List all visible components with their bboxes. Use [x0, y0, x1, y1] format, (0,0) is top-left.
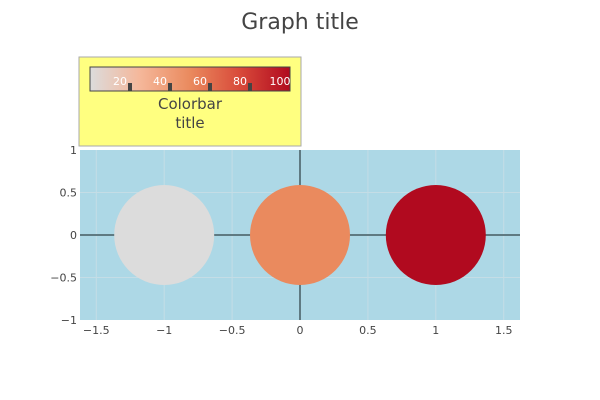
x-tick-label: 0	[297, 324, 304, 337]
x-tick-label: 0.5	[359, 324, 377, 337]
plot-area: −1.5 −1 −0.5 0 0.5 1 1.5 −1 −0.5 0 0.5 1	[50, 144, 520, 337]
colorbar-tick-label: 100	[270, 75, 291, 88]
x-tick-label: −0.5	[219, 324, 246, 337]
y-tick-label: 0.5	[60, 187, 78, 200]
x-tick-label: 1	[432, 324, 439, 337]
y-tick-label: 0	[70, 229, 77, 242]
colorbar-tick-mark	[168, 83, 172, 91]
colorbar-tick-mark	[208, 83, 212, 91]
colorbar-tick-mark	[128, 83, 132, 91]
data-point	[250, 185, 350, 285]
data-point	[114, 185, 215, 285]
colorbar-gradient	[89, 66, 291, 92]
colorbar-title-line: title	[175, 114, 204, 132]
colorbar-tick-label: 80	[233, 75, 247, 88]
colorbar-tick-mark	[248, 83, 252, 91]
y-tick-label: −1	[61, 314, 77, 327]
y-tick-label: 1	[70, 144, 77, 157]
y-tick-label: −0.5	[50, 272, 77, 285]
colorbar-tick-label: 20	[113, 75, 127, 88]
x-tick-label: −1.5	[83, 324, 110, 337]
colorbar-tick-label: 60	[193, 75, 207, 88]
colorbar-tick-label: 40	[153, 75, 167, 88]
chart-title: Graph title	[241, 10, 359, 35]
data-point	[385, 185, 486, 285]
colorbar-title-line: Colorbar	[158, 95, 223, 113]
x-tick-label: −1	[156, 324, 172, 337]
x-tick-label: 1.5	[495, 324, 513, 337]
